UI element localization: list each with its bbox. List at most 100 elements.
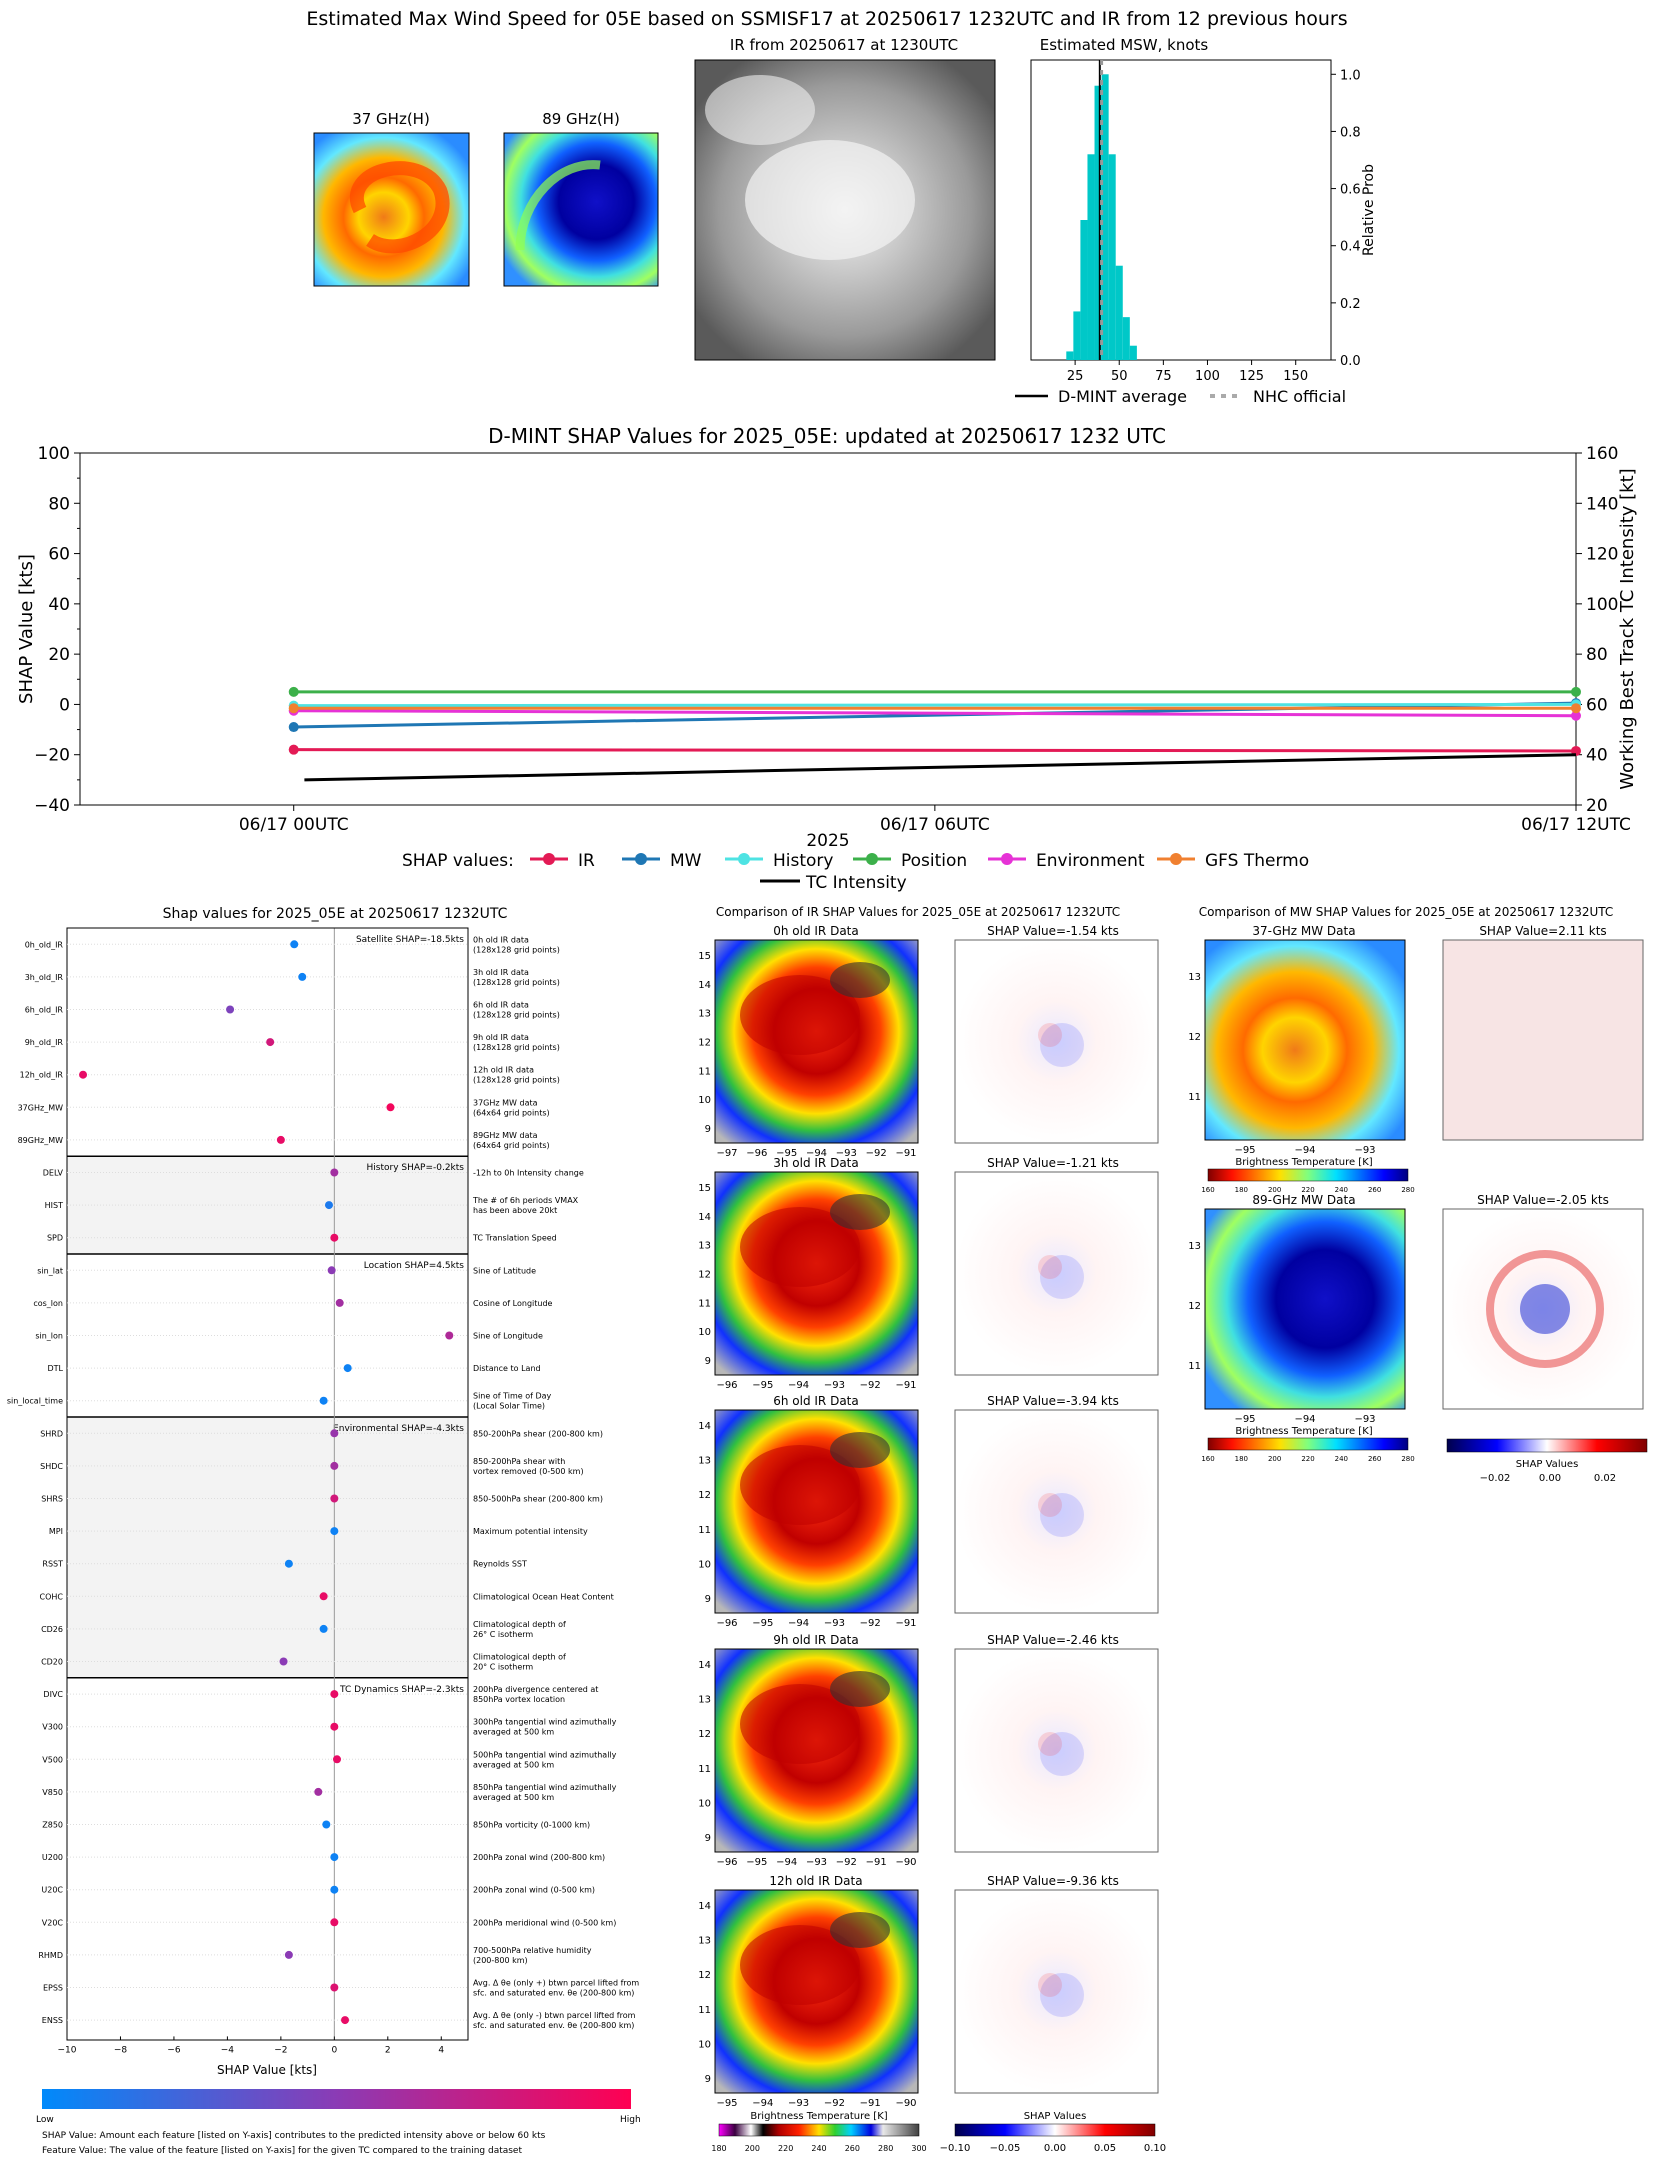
feature-name: RSST (42, 1560, 63, 1569)
ir-shap-tick: 0.05 (1094, 2143, 1116, 2154)
ir-overshooting-tops (830, 1194, 890, 1230)
feature-shap-dot (79, 1070, 88, 1079)
feature-description: (64x64 grid points) (473, 1141, 550, 1150)
ir-xtick-label: −96 (716, 1857, 737, 1868)
ts-ytick-label: 0 (59, 695, 70, 715)
feature-xtick-label: −8 (114, 2045, 128, 2055)
feature-name: V850 (42, 1788, 63, 1797)
msw-xtick-label: 75 (1155, 369, 1172, 384)
feature-description: 850hPa vorticity (0-1000 km) (473, 1821, 590, 1830)
mw-ytick-label: 13 (1188, 972, 1201, 983)
legend-dmint-label: D-MINT average (1058, 387, 1187, 406)
ir-xtick-label: −94 (806, 1148, 827, 1159)
legend-label: MW (670, 851, 702, 871)
feature-group-backgrounds: Satellite SHAP=-18.5kts History SHAP=-0.2… (67, 928, 468, 2037)
feature-name: U20C (41, 1886, 63, 1895)
feature-shap-dot (290, 940, 299, 949)
ir-ytick-label: 11 (698, 1298, 711, 1309)
timeseries-title: D-MINT SHAP Values for 2025_05E: updated… (488, 424, 1166, 448)
footnote-feature: Feature Value: The value of the feature … (42, 2146, 522, 2156)
feature-description: has been above 20kt (473, 1206, 557, 1215)
feature-description: 89GHz MW data (473, 1131, 538, 1140)
msw-bar (1122, 317, 1130, 360)
feature-shap-dot (343, 1364, 352, 1373)
feature-xtick-label: 4 (438, 2045, 444, 2055)
feature-shap-dot (386, 1103, 395, 1112)
legend-label: Environment (1036, 851, 1145, 871)
mw-shap-ring (1486, 1250, 1604, 1368)
mw-comparison-title: Comparison of MW SHAP Values for 2025_05… (1199, 905, 1614, 919)
ir-cold-cloud-region (740, 1445, 860, 1525)
feature-description: (128x128 grid points) (473, 945, 560, 954)
feature-description: 200hPa meridional wind (0-500 km) (473, 1918, 616, 1927)
ir-shap-image (954, 1171, 1159, 1376)
ir-bt-tick: 280 (878, 2144, 893, 2153)
feature-name: ENSS (42, 2016, 63, 2025)
msw-bar (1080, 220, 1088, 360)
ir-xtick-label: −92 (866, 1148, 887, 1159)
ts-ytick-label: 100 (38, 444, 70, 464)
ts-xtick-label: 06/17 00UTC (239, 815, 349, 835)
ts-point (1571, 710, 1581, 721)
feature-group-label: Satellite SHAP=-18.5kts (356, 935, 464, 945)
mw-shap-title: SHAP Value=2.11 kts (1479, 924, 1606, 938)
feature-xtick-label: 0 (331, 2045, 337, 2055)
feature-description: 850hPa vortex location (473, 1695, 565, 1704)
ir-xtick-label: −95 (746, 1857, 767, 1868)
feature-description: 200hPa zonal wind (0-500 km) (473, 1886, 595, 1895)
ir-xtick-label: −95 (752, 1380, 773, 1391)
mw-xtick-label: −94 (1294, 1145, 1315, 1156)
mw-shap-title: SHAP Value=-2.05 kts (1477, 1193, 1609, 1207)
mw-bt-label: Brightness Temperature [K] (1235, 1157, 1372, 1168)
ir-comparison-title: Comparison of IR SHAP Values for 2025_05… (716, 905, 1120, 919)
ir-cold-cloud-region (740, 1925, 860, 2005)
feature-shap-dot (330, 1690, 339, 1699)
mw-bt-tick: 180 (1235, 1455, 1248, 1463)
mw-data-title: 89-GHz MW Data (1252, 1193, 1355, 1207)
thumb-37-title: 37 GHz(H) (352, 110, 430, 128)
timeseries-legend: SHAP values: TC Intensity IR MW History Pos… (402, 851, 1309, 893)
mw-bt-tick: 200 (1268, 1455, 1281, 1463)
feature-description: Cosine of Longitude (473, 1299, 553, 1308)
feature-name: 6h_old_IR (25, 1006, 64, 1015)
feature-description: The # of 6h periods VMAX (472, 1196, 579, 1205)
feature-description: 200hPa zonal wind (200-800 km) (473, 1853, 605, 1862)
feature-xtick-label: −10 (58, 2045, 77, 2055)
ir-shap-tick: −0.05 (990, 2143, 1021, 2154)
ir-xtick-label: −94 (788, 1618, 809, 1629)
mw-xtick-label: −95 (1234, 1414, 1255, 1425)
feature-name: SHDC (40, 1462, 63, 1471)
msw-bar (1094, 85, 1102, 360)
ts-point (288, 722, 299, 733)
feature-name: 12h_old_IR (20, 1071, 64, 1080)
feature-group-label: Location SHAP=4.5kts (364, 1261, 465, 1271)
ir-shap-image (954, 1889, 1159, 2094)
ir-ytick-label: 9 (705, 2074, 711, 2085)
feature-name: EPSS (43, 1984, 63, 1993)
ir-ytick-label: 10 (698, 1327, 711, 1338)
feature-description: 9h old IR data (473, 1033, 529, 1042)
ir-bt-tick: 200 (745, 2144, 760, 2153)
ir-xtick-label: −91 (895, 1618, 916, 1629)
mw-bt-tick: 260 (1368, 1455, 1381, 1463)
mw-shap-image (1442, 939, 1644, 1141)
feature-xtick-label: −4 (221, 2045, 235, 2055)
thumb-89-title: 89 GHz(H) (542, 110, 620, 128)
ts-line-tc-intensity (304, 753, 1577, 782)
feature-description: 850hPa tangential wind azimuthally (473, 1783, 617, 1792)
thumb-89ghz-band (515, 160, 601, 251)
feature-description: 3h old IR data (473, 968, 529, 977)
ir-ytick-label: 9 (705, 1356, 711, 1367)
ir-xtick-label: −92 (860, 1380, 881, 1391)
colorbar-low-label: Low (36, 2115, 54, 2125)
feature-description: 700-500hPa relative humidity (473, 1946, 592, 1955)
ir-ytick-label: 13 (698, 1241, 711, 1252)
legend-prefix: SHAP values: (402, 851, 514, 871)
feature-shap-dot (266, 1038, 275, 1047)
ts-point (288, 744, 299, 755)
feature-name: DTL (47, 1364, 63, 1373)
ir-xtick-label: −92 (860, 1618, 881, 1629)
ir-shap-ticks: −0.10 −0.05 0.00 0.05 0.10 (940, 2143, 1166, 2154)
legend-swatch-marker (1170, 853, 1182, 865)
feature-name: 0h_old_IR (25, 940, 64, 949)
